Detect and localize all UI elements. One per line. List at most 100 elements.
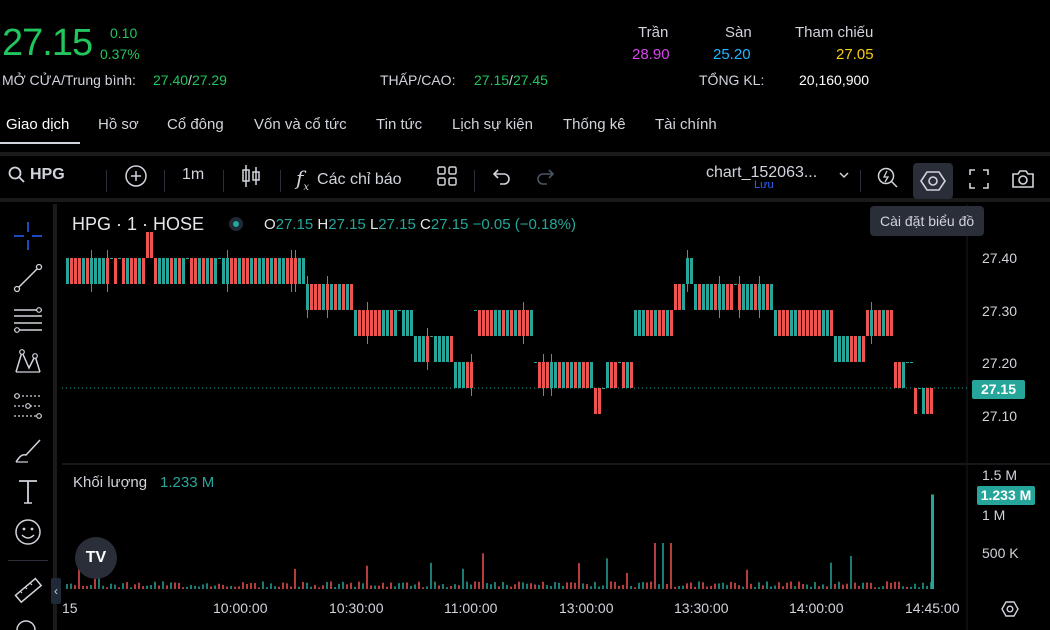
volume-bar [882, 586, 884, 589]
prediction-icon [14, 393, 42, 419]
tab-lich-su-kien[interactable]: Lịch sự kiện [452, 116, 533, 133]
price-candle [926, 388, 929, 414]
indicators-button[interactable]: fx Các chỉ báo [296, 166, 402, 193]
ceiling-label: Trần [638, 24, 669, 41]
layout-menu[interactable]: chart_152063... Lưu [706, 164, 817, 191]
layout-dropdown[interactable] [838, 170, 850, 180]
volume-bar [102, 585, 104, 589]
price-candle [662, 310, 665, 336]
last-volume-badge: 1.233 M [977, 486, 1035, 505]
price-candle [202, 258, 205, 284]
volume-bar [334, 587, 336, 589]
fib-tool[interactable] [12, 304, 44, 336]
market-status-dot [233, 221, 239, 227]
price-candle [346, 284, 349, 310]
tradingview-logo[interactable]: TV [75, 537, 117, 579]
quick-search-button[interactable] [876, 166, 900, 190]
volume-bar [166, 585, 168, 589]
price-candle [910, 362, 913, 363]
tool-divider [8, 560, 48, 561]
price-candle [146, 232, 149, 258]
price-candle [762, 284, 765, 310]
tab-giao-dich[interactable]: Giao dịch [6, 116, 70, 133]
volume-bar [110, 583, 112, 589]
volume-bar [610, 581, 612, 589]
volume-bar [370, 585, 372, 589]
tab-tai-chinh[interactable]: Tài chính [655, 116, 717, 133]
interval-button[interactable]: 1m [182, 166, 205, 183]
price-candle [862, 336, 865, 362]
volume-bar [878, 587, 880, 589]
price-candle [614, 362, 617, 388]
price-candle [586, 362, 589, 388]
price-candle [902, 362, 905, 388]
price-candle [694, 284, 697, 310]
trendline-tool[interactable] [12, 262, 44, 294]
volume-bar [738, 585, 740, 589]
price-candle [510, 310, 513, 336]
volume-bar [558, 582, 560, 589]
price-candle [382, 310, 385, 336]
price-candle [210, 258, 213, 284]
tab-von-co-tuc[interactable]: Vốn và cổ tức [254, 116, 347, 133]
chart-settings-button[interactable] [913, 163, 953, 199]
emoji-tool[interactable] [12, 516, 44, 548]
pattern-tool[interactable] [12, 346, 44, 378]
volume-bar [406, 582, 408, 589]
redo-button[interactable] [535, 166, 557, 186]
undo-button[interactable] [490, 166, 512, 186]
volume-bar [482, 553, 484, 589]
volume-bar [126, 582, 128, 589]
volume-bar [382, 582, 384, 589]
volume-bar [506, 584, 508, 589]
chart-canvas[interactable] [62, 204, 1050, 630]
layout-name: chart_152063... [706, 164, 818, 181]
zoom-tool[interactable] [12, 616, 44, 630]
axis-settings-button[interactable] [1000, 599, 1020, 624]
price-candle [314, 284, 317, 310]
volume-bar [586, 583, 588, 589]
fullscreen-button[interactable] [968, 168, 990, 190]
chart-area[interactable] [62, 204, 1050, 630]
screenshot-button[interactable] [1010, 168, 1036, 190]
volume-bar [138, 582, 140, 589]
price-candle [130, 258, 133, 284]
volume-bar [694, 586, 696, 589]
symbol-search[interactable]: HPG [8, 166, 65, 184]
price-candle [466, 362, 469, 388]
volume-bar [206, 583, 208, 589]
templates-button[interactable] [436, 165, 458, 187]
price-candle [826, 310, 829, 336]
tab-tin-tuc[interactable]: Tin tức [376, 116, 423, 133]
price-candle [578, 362, 581, 388]
measure-tool[interactable] [12, 574, 44, 606]
tab-bar: Giao dịch Hồ sơ Cổ đông Vốn và cổ tức Ti… [0, 108, 1050, 144]
ruler-icon [14, 577, 43, 604]
price-candle [778, 310, 781, 336]
undo-icon [492, 169, 510, 185]
price-candle [474, 310, 477, 311]
text-tool[interactable] [12, 476, 44, 508]
market-status-indicator[interactable] [229, 217, 243, 231]
horizontal-lines-icon [14, 307, 42, 333]
projection-tool[interactable] [12, 390, 44, 422]
collapse-toolbar-button[interactable]: ‹ [51, 578, 61, 604]
price-candle [190, 258, 193, 284]
volume-bar [566, 582, 568, 589]
volume-bar [86, 585, 88, 589]
crosshair-icon [14, 222, 42, 250]
volume-bar [446, 587, 448, 589]
volume-bar [598, 586, 600, 589]
price-candle [582, 362, 585, 388]
add-circle-icon [125, 165, 147, 187]
price-candle [490, 310, 493, 336]
compare-button[interactable] [124, 164, 148, 188]
brush-tool[interactable] [12, 434, 44, 466]
volume-bar [106, 587, 108, 589]
volume-bar [402, 582, 404, 589]
tab-co-dong[interactable]: Cổ đông [167, 116, 224, 133]
tab-thong-ke[interactable]: Thống kê [563, 116, 626, 133]
chart-type-button[interactable] [240, 163, 262, 189]
tab-ho-so[interactable]: Hồ sơ [98, 116, 139, 133]
crosshair-tool[interactable] [12, 220, 44, 252]
